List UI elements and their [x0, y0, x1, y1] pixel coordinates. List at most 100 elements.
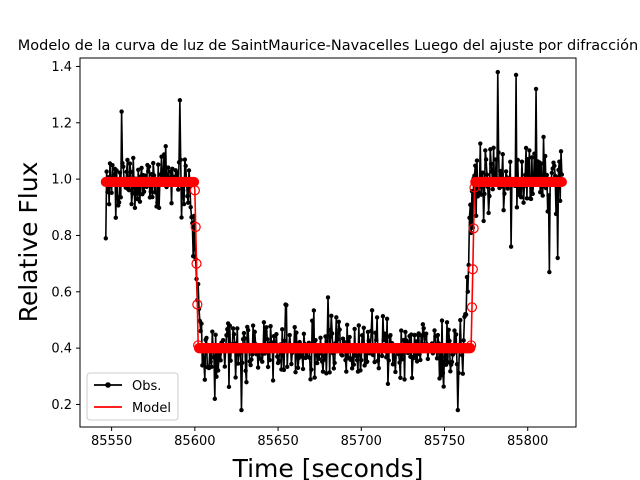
obs-point [463, 312, 469, 317]
obs-point [126, 188, 132, 193]
obs-point [446, 327, 451, 332]
obs-point [369, 308, 375, 313]
obs-point [449, 359, 455, 365]
obs-point [183, 163, 188, 169]
obs-point [314, 360, 320, 366]
obs-point [109, 190, 114, 196]
series-layer [100, 69, 567, 413]
obs-point [364, 359, 370, 364]
obs-point [460, 371, 466, 376]
y-tick-label: 1.0 [51, 173, 72, 188]
obs-point [179, 215, 184, 220]
obs-point [169, 200, 174, 206]
obs-point [361, 325, 366, 330]
obs-point [518, 194, 524, 200]
obs-point [175, 170, 180, 176]
obs-point [384, 355, 389, 360]
obs-point [414, 359, 420, 364]
obs-point [424, 331, 429, 336]
obs-point [351, 362, 356, 367]
obs-point [409, 332, 414, 337]
x-tick-label: 85700 [341, 434, 382, 449]
obs-point [440, 370, 446, 376]
obs-point [444, 320, 450, 325]
obs-point [222, 364, 228, 369]
obs-point [312, 375, 317, 380]
obs-point [177, 98, 183, 103]
obs-point [132, 205, 138, 211]
obs-point [480, 170, 485, 175]
obs-point [349, 356, 354, 361]
obs-point [468, 202, 473, 207]
obs-point [261, 320, 267, 325]
obs-point [323, 334, 328, 339]
obs-point [151, 173, 157, 178]
obs-point [392, 355, 397, 361]
y-tick-label: 0.8 [51, 229, 72, 244]
obs-point [294, 330, 299, 335]
obs-point [329, 331, 335, 336]
obs-point [496, 150, 501, 155]
obs-point [488, 161, 494, 167]
obs-point [146, 169, 151, 174]
obs-point [503, 169, 509, 174]
obs-point [384, 316, 390, 321]
obs-point [141, 189, 147, 194]
obs-point [528, 196, 534, 202]
obs-point [104, 169, 109, 174]
obs-point [322, 357, 327, 362]
obs-point [396, 352, 401, 357]
obs-point [382, 331, 387, 336]
obs-point [523, 172, 528, 178]
obs-point [409, 375, 415, 381]
obs-point [120, 160, 125, 166]
obs-point [521, 200, 526, 205]
obs-point [525, 157, 530, 162]
obs-point [142, 173, 148, 178]
obs-point [344, 369, 349, 374]
obs-point [529, 155, 535, 160]
obs-point [547, 269, 552, 275]
obs-point [344, 322, 350, 328]
obs-point [185, 200, 191, 205]
obs-point [211, 355, 217, 360]
obs-point [115, 194, 120, 200]
obs-point [365, 329, 371, 335]
obs-point [300, 354, 305, 359]
obs-point [320, 369, 326, 374]
obs-point [185, 194, 190, 199]
obs-point [390, 362, 396, 367]
obs-point [533, 86, 539, 92]
x-tick-label: 85550 [91, 434, 132, 449]
chart-title: Modelo de la curva de luz de SaintMauric… [18, 38, 638, 54]
obs-point [353, 353, 358, 358]
obs-point [483, 157, 489, 162]
obs-point [434, 356, 440, 361]
obs-point [243, 368, 248, 374]
obs-point [420, 322, 426, 327]
obs-point [318, 335, 323, 341]
obs-point [250, 352, 255, 357]
obs-point [543, 153, 548, 159]
ticks-layer: 85550 85600 85650 85700 85750 85800 0.2 0.4 0.6 0… [51, 60, 548, 449]
obs-point [282, 338, 287, 343]
model-point [467, 264, 478, 275]
obs-point [458, 317, 463, 323]
obs-point [250, 323, 256, 328]
obs-point [398, 375, 403, 381]
obs-point [452, 328, 457, 333]
obs-point [515, 157, 520, 163]
obs-point [538, 190, 543, 195]
obs-point [526, 172, 531, 178]
obs-point [249, 357, 254, 362]
obs-point [240, 360, 245, 365]
obs-point [454, 362, 460, 367]
obs-point [501, 208, 506, 213]
obs-point [538, 161, 544, 166]
obs-point [137, 199, 143, 204]
obs-point [152, 190, 158, 195]
obs-point [163, 144, 168, 149]
obs-point [478, 192, 484, 197]
obs-point [441, 384, 446, 389]
obs-point [178, 157, 183, 163]
